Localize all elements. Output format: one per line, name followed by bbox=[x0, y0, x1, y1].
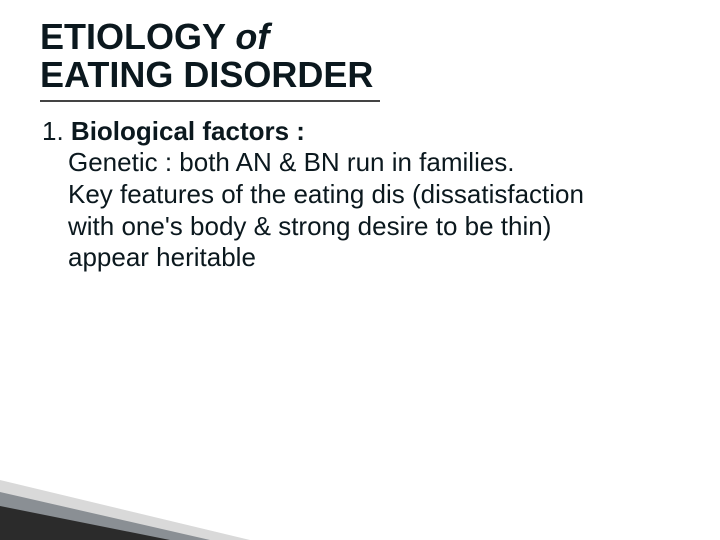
body-line: Genetic : both AN & BN run in families. bbox=[68, 147, 680, 179]
corner-decoration bbox=[0, 480, 260, 540]
body-line: Key features of the eating dis (dissatis… bbox=[68, 179, 680, 211]
body-text: 1. Biological factors : Genetic : both A… bbox=[40, 116, 680, 275]
body-line: with one's body & strong desire to be th… bbox=[68, 211, 680, 243]
title-line-1: ETIOLOGY of bbox=[40, 18, 380, 56]
wedge-mid bbox=[0, 492, 210, 540]
slide: ETIOLOGY of EATING DISORDER 1. Biologica… bbox=[0, 0, 720, 540]
body-line: appear heritable bbox=[68, 242, 680, 274]
section-heading: 1. Biological factors : bbox=[42, 116, 680, 148]
title-line-1-pre: ETIOLOGY bbox=[40, 16, 235, 57]
section-number: 1. bbox=[42, 116, 64, 146]
wedge-light bbox=[0, 480, 250, 540]
title-line-2: EATING DISORDER bbox=[40, 56, 380, 94]
slide-title: ETIOLOGY of EATING DISORDER bbox=[40, 18, 380, 102]
wedge-dark bbox=[0, 506, 170, 540]
title-line-1-em: of bbox=[235, 16, 269, 57]
section-label: Biological factors : bbox=[71, 116, 305, 146]
section-body: Genetic : both AN & BN run in families. … bbox=[42, 147, 680, 274]
